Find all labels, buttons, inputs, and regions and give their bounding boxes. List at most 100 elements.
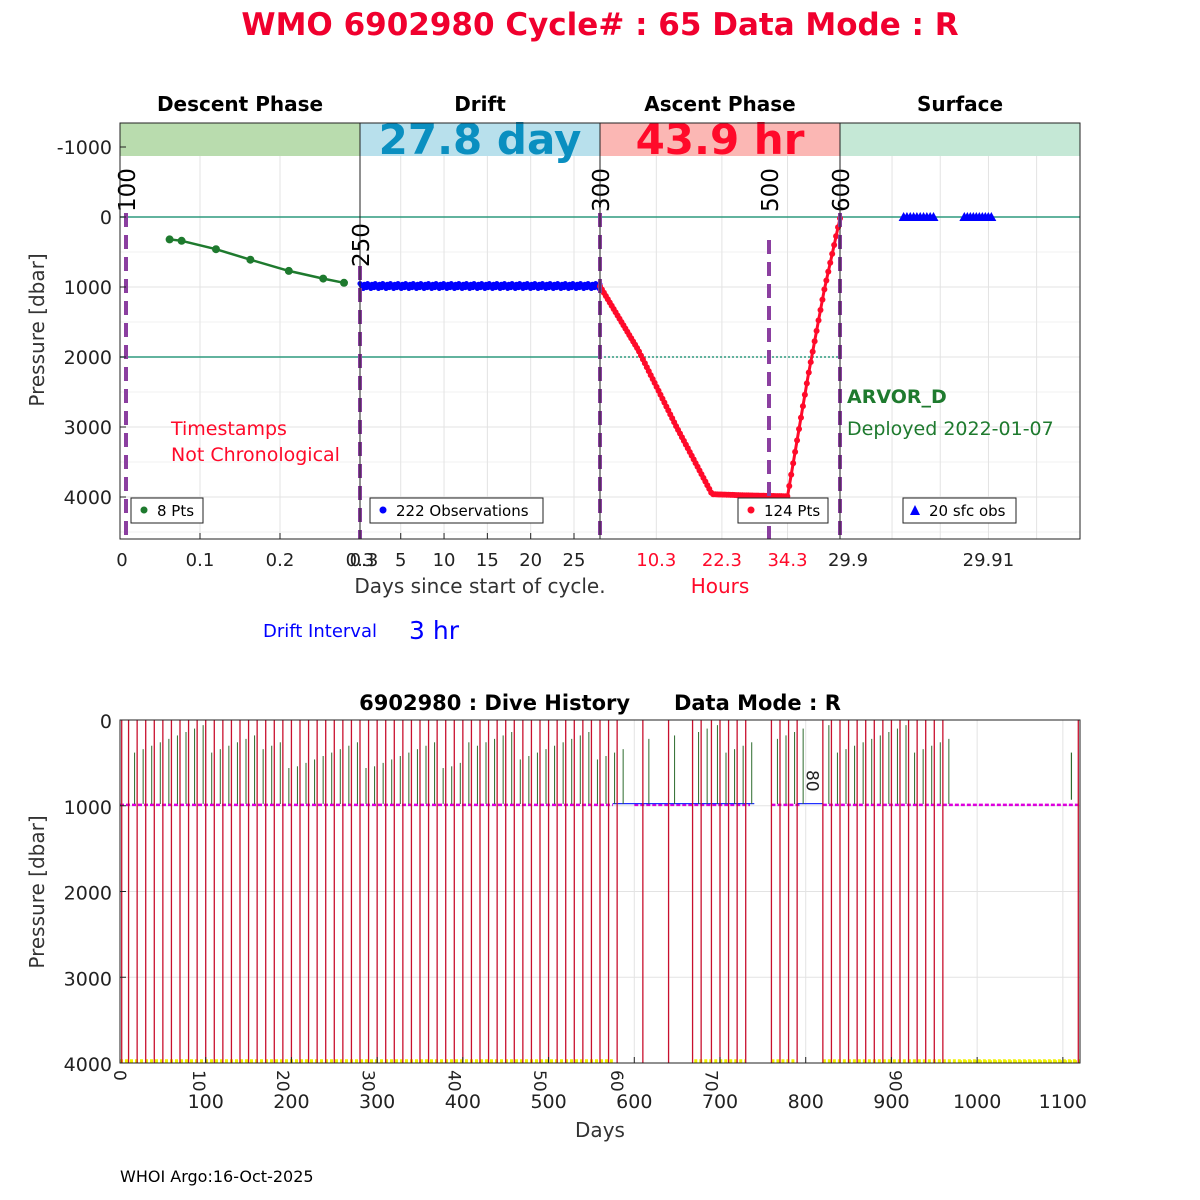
surface-x-tick-label: 29.91 bbox=[963, 550, 1015, 571]
drift-x-tick-label: 15 bbox=[476, 550, 499, 571]
drift-legend-box bbox=[369, 497, 544, 524]
descent-point-5 bbox=[319, 274, 328, 283]
drift-x-tick-label: 5 bbox=[395, 550, 406, 571]
ascent-point bbox=[815, 317, 822, 324]
drift-start-tick-label: 0.3 bbox=[350, 550, 379, 571]
descent-x-tick-label: 0.2 bbox=[266, 550, 295, 571]
phase-title-2: Ascent Phase bbox=[644, 92, 795, 116]
bottom-x-tick-label: 600 bbox=[616, 1091, 652, 1113]
ascent-point bbox=[829, 250, 836, 257]
descent-point-3 bbox=[246, 255, 255, 264]
descent-point-4 bbox=[284, 266, 293, 275]
drift-interval-label: Drift Interval bbox=[263, 621, 377, 642]
ascent-point bbox=[790, 460, 797, 467]
bottom-x-tick-label: 400 bbox=[445, 1091, 481, 1113]
top-x-ticks: 0 0.1 0.2 0.30.3 5 10 15 20 25 10.3 22.3 34.3 29.9 29… bbox=[116, 533, 1014, 571]
ascent-point bbox=[831, 242, 838, 249]
top-y-tick-label: 0 bbox=[100, 207, 112, 229]
descent-x-tick-label: 0 bbox=[116, 550, 127, 571]
descent-line bbox=[169, 238, 345, 285]
bottom-y-tick-label: 0 bbox=[100, 711, 112, 733]
cycle-label: 60 bbox=[606, 1070, 626, 1092]
bottom-x-tick-label: 800 bbox=[788, 1091, 824, 1113]
ascent-point bbox=[825, 268, 832, 275]
ascent-legend-symbol bbox=[747, 506, 755, 514]
phase-band-2 bbox=[600, 123, 840, 156]
bottom-x-tick-label: 700 bbox=[702, 1091, 738, 1113]
bottom-x-ticks: 100 200 300 400 500 600 700 800 900 1000 1100 bbox=[188, 1057, 1087, 1113]
descent-point-1 bbox=[177, 236, 186, 245]
top-data-series bbox=[165, 212, 997, 500]
ascent-point bbox=[803, 380, 810, 387]
descent-point-6 bbox=[340, 278, 348, 287]
surface-legend-box bbox=[902, 497, 1017, 524]
phase-bands: 27.8 day 43.9 hr bbox=[120, 115, 1080, 164]
cycle-label: 80 bbox=[801, 770, 821, 792]
cycle-profile-chart: 27.8 day 43.9 hr Descent Phase Drift Ascent… bbox=[25, 92, 1081, 645]
bottom-y-axis-label: Pressure [dbar] bbox=[25, 815, 49, 968]
descent-x-tick-label: 0.3 bbox=[346, 550, 375, 571]
cycle-label: 0 bbox=[109, 1070, 129, 1081]
cycle-label: 50 bbox=[529, 1070, 549, 1092]
phase-marker-label-1: 250 bbox=[349, 223, 375, 267]
top-y-ticks: -1000 0 1000 2000 3000 4000 bbox=[57, 137, 126, 509]
ascent-x-tick-label: 22.3 bbox=[702, 550, 742, 571]
main-title: WMO 6902980 Cycle# : 65 Data Mode : R bbox=[241, 7, 958, 43]
top-x-axis-label: Days since start of cycle. bbox=[354, 574, 605, 598]
ascent-point bbox=[797, 414, 804, 421]
ascent-point bbox=[807, 359, 814, 366]
deployed-date-label: Deployed 2022-01-07 bbox=[847, 418, 1054, 440]
drift-x-tick-label: 25 bbox=[563, 550, 586, 571]
bottom-x-tick-label: 300 bbox=[359, 1091, 395, 1113]
top-y-tick-label: 4000 bbox=[64, 487, 112, 509]
bottom-data-series bbox=[120, 720, 1080, 1064]
surface-x-tick-label: 29.9 bbox=[828, 550, 868, 571]
cycle-label: 90 bbox=[885, 1070, 905, 1092]
top-y-tick-label: 3000 bbox=[64, 417, 112, 439]
bottom-x-tick-label: 1000 bbox=[953, 1091, 1001, 1113]
ascent-x-tick-label: 34.3 bbox=[767, 550, 807, 571]
hours-axis-label: Hours bbox=[691, 574, 750, 598]
top-y-axis-label: Pressure [dbar] bbox=[25, 253, 49, 406]
top-y-tick-label: 2000 bbox=[64, 347, 112, 369]
descent-legend-symbol bbox=[140, 506, 148, 514]
ascent-point bbox=[801, 391, 808, 398]
phase-band-0 bbox=[120, 123, 360, 156]
ascent-point bbox=[809, 348, 816, 355]
ascent-point bbox=[813, 327, 820, 334]
surface-obs bbox=[986, 212, 997, 221]
drift-legend-text: 222 Observations bbox=[396, 502, 529, 520]
float-type-label: ARVOR_D bbox=[847, 386, 947, 408]
ascent-point bbox=[821, 286, 828, 293]
bottom-y-ticks: 0 1000 2000 3000 4000 bbox=[64, 711, 126, 1076]
surface-obs bbox=[928, 212, 939, 221]
phase-marker-label-3: 500 bbox=[758, 168, 784, 212]
ascent-point bbox=[833, 233, 840, 240]
phase-title-0: Descent Phase bbox=[157, 92, 323, 116]
drift-x-tick-label: 10 bbox=[433, 550, 456, 571]
cycle-label: 70 bbox=[700, 1070, 720, 1092]
ascent-legend-text: 124 Pts bbox=[764, 502, 820, 520]
top-legends: 8 Pts 222 Observations 124 Pts 20 sfc obs bbox=[130, 497, 1017, 524]
descent-point-0 bbox=[165, 235, 174, 244]
ascent-x-tick-label: 10.3 bbox=[636, 550, 676, 571]
bottom-x-tick-label: 100 bbox=[188, 1091, 224, 1113]
drift-x-tick-label: 20 bbox=[519, 550, 542, 571]
top-y-tick-label: 1000 bbox=[64, 277, 112, 299]
ascent-point bbox=[819, 296, 826, 303]
top-frame bbox=[119, 122, 1081, 540]
phase-band-text-1: 27.8 day bbox=[379, 115, 582, 164]
ascent-point bbox=[817, 307, 824, 314]
dive-history-title: 6902980 : Dive History Data Mode : R bbox=[359, 691, 841, 715]
cycle-label: 10 bbox=[188, 1070, 208, 1092]
drift-legend-symbol bbox=[379, 506, 387, 514]
phase-title-3: Surface bbox=[917, 92, 1003, 116]
ascent-point bbox=[788, 471, 795, 478]
ascent-point bbox=[794, 437, 801, 444]
bottom-x-tick-label: 200 bbox=[273, 1091, 309, 1113]
ascent-point bbox=[805, 369, 812, 376]
timestamps-annotation-line2: Not Chronological bbox=[171, 444, 340, 466]
bottom-x-tick-label: 500 bbox=[530, 1091, 566, 1113]
